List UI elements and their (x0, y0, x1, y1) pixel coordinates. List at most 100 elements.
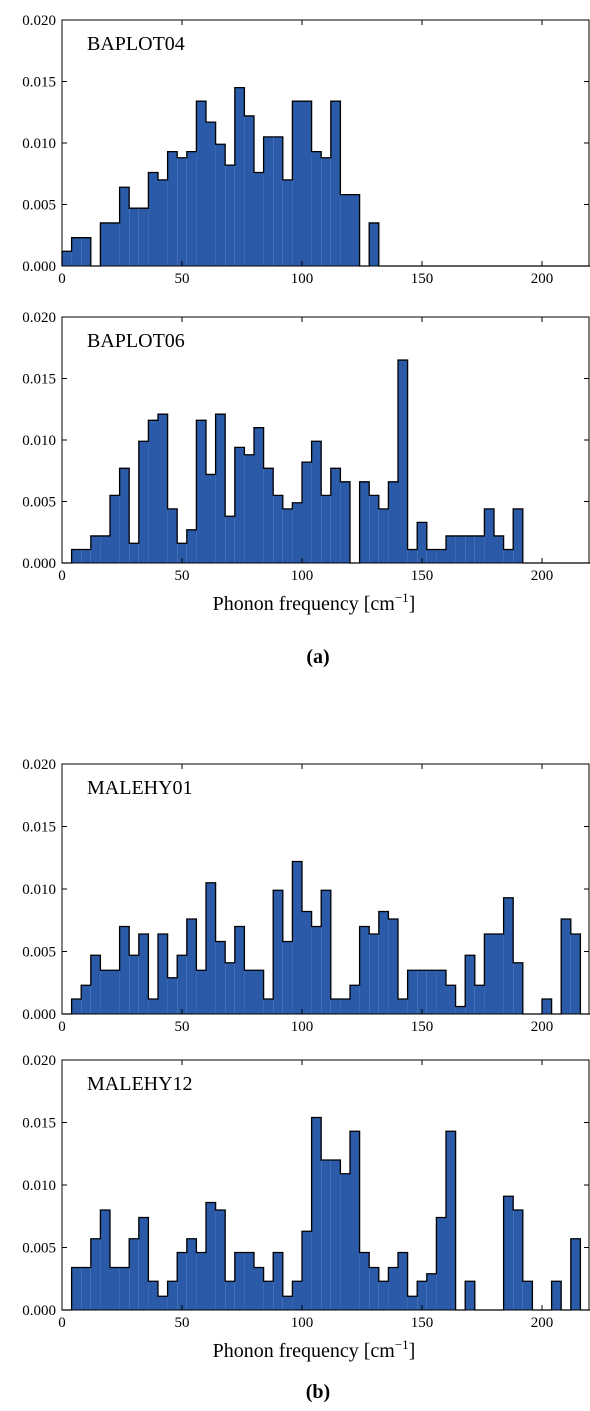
chart2-ytick-label: 0.015 (22, 820, 56, 836)
chart1-bar (100, 535, 110, 563)
chart0-xtick-label: 200 (531, 271, 554, 287)
chart2-bars (71, 861, 581, 1014)
panel-baplot06: 0 50 100 150 200 0.000 0.005 0.010 0.015 0.020 BAP… (22, 310, 590, 615)
chart0-title: BAPLOT04 (87, 33, 185, 55)
chart3-bar (570, 1238, 581, 1310)
chart2-bar (263, 999, 274, 1014)
chart3-bar (551, 1281, 562, 1310)
chart1-bar (503, 549, 514, 563)
subfigure-label-a: (a) (306, 646, 329, 668)
chart3-xtick-label: 150 (411, 1315, 434, 1331)
chart0-bar (340, 194, 350, 266)
chart2-ytick-label: 0.005 (22, 945, 56, 961)
chart3-bar (167, 1281, 178, 1310)
chart3-bar (138, 1217, 149, 1310)
chart2-bar (513, 962, 523, 1014)
panel-malehy01: 0 50 100 150 200 0.000 0.005 0.010 0.015 0.020 MAL… (22, 757, 590, 1035)
chart3-bar (158, 1296, 168, 1310)
chart2-bar (273, 890, 283, 1014)
chart1-xtick-label: 150 (411, 568, 434, 584)
chart1-bar (158, 414, 168, 563)
chart2-bar (330, 999, 341, 1014)
chart2-bar (484, 934, 494, 1014)
chart0-ytick-label: 0.010 (22, 136, 56, 152)
chart3-bar (234, 1252, 245, 1310)
chart0-xtick-label: 150 (411, 271, 434, 287)
chart3-bar (263, 1281, 274, 1310)
chart2-xtick-label: 150 (411, 1019, 434, 1035)
chart2-bar (561, 919, 571, 1014)
chart3-ytick-label: 0.005 (22, 1241, 56, 1257)
chart0-bar (119, 187, 130, 266)
chart3-bar (426, 1273, 437, 1310)
chart3-bar (465, 1281, 475, 1310)
chart0-bar (234, 87, 245, 267)
chart0-bar (254, 172, 264, 266)
chart1-ytick-label: 0.015 (22, 372, 56, 388)
chart0-bar (244, 115, 254, 266)
chart3-bar (206, 1202, 216, 1310)
chart2-xtick-label: 100 (291, 1019, 314, 1035)
chart1-bar (119, 468, 130, 563)
chart3-bar (446, 1131, 456, 1310)
chart3-bar (398, 1252, 408, 1310)
chart2-bar (158, 934, 168, 1014)
chart3-bar (503, 1196, 514, 1310)
chart2-bar (465, 955, 475, 1014)
chart2-bar (426, 970, 437, 1014)
chart0-bar (177, 157, 187, 266)
chart2-xtick-label: 0 (58, 1019, 66, 1035)
chart2-ytick-label: 0.000 (22, 1007, 56, 1023)
chart1-xtick-label: 100 (291, 568, 314, 584)
chart3-xtick-label: 100 (291, 1315, 314, 1331)
chart3-title: MALEHY12 (87, 1073, 193, 1095)
chart2-ytick-label: 0.010 (22, 882, 56, 898)
chart1-bar (254, 427, 264, 563)
chart1-bar (71, 549, 82, 563)
chart0-bar (369, 222, 379, 266)
chart3-bar (119, 1267, 130, 1310)
chart3-bar (196, 1252, 206, 1310)
chart2-bar (215, 941, 226, 1014)
chart2-bar (148, 999, 158, 1014)
chart0-bar (62, 251, 72, 266)
chart3-bar (225, 1281, 235, 1310)
chart3-bar (513, 1210, 523, 1310)
chart2-bar (455, 1006, 466, 1014)
chart2-bar (292, 861, 302, 1014)
chart2-bar (417, 970, 427, 1014)
chart0-bar (350, 194, 360, 266)
chart1-bar (446, 535, 456, 563)
chart2-step-outline (62, 860, 590, 1015)
chart3-bar (71, 1267, 82, 1310)
chart1-bar (148, 420, 158, 563)
chart2-bar (206, 882, 216, 1014)
chart1-bar (426, 549, 437, 563)
chart3-bar (244, 1252, 254, 1310)
chart3-ytick-label: 0.000 (22, 1303, 56, 1319)
chart1-step-outline (62, 359, 590, 564)
chart1-bar (138, 441, 149, 563)
chart2-bar (234, 926, 245, 1014)
chart3-bar (186, 1238, 197, 1310)
chart0-bar (158, 179, 168, 266)
chart0-ytick-label: 0.005 (22, 198, 56, 214)
chart2-bar (90, 955, 101, 1014)
chart0-bar (311, 151, 322, 266)
panel-baplot04: 0 50 100 150 200 0.000 0.005 0.010 0.015 0.020 BAP… (22, 13, 590, 287)
chart0-bar (148, 172, 158, 266)
chart1-bar (263, 468, 274, 563)
chart1-bar (513, 508, 523, 563)
chart0-bar (129, 208, 139, 266)
chart1-bar (311, 441, 322, 563)
chart1-bar (330, 468, 341, 563)
chart2-bar (119, 926, 130, 1014)
chart2-bar (282, 941, 293, 1014)
chart3-bar (330, 1160, 341, 1310)
chart1-bar (81, 549, 91, 563)
chart0-bar (225, 165, 235, 266)
chart3-bar (292, 1281, 302, 1310)
chart1-xtick-label: 50 (175, 568, 190, 584)
chart2-bar (340, 999, 350, 1014)
